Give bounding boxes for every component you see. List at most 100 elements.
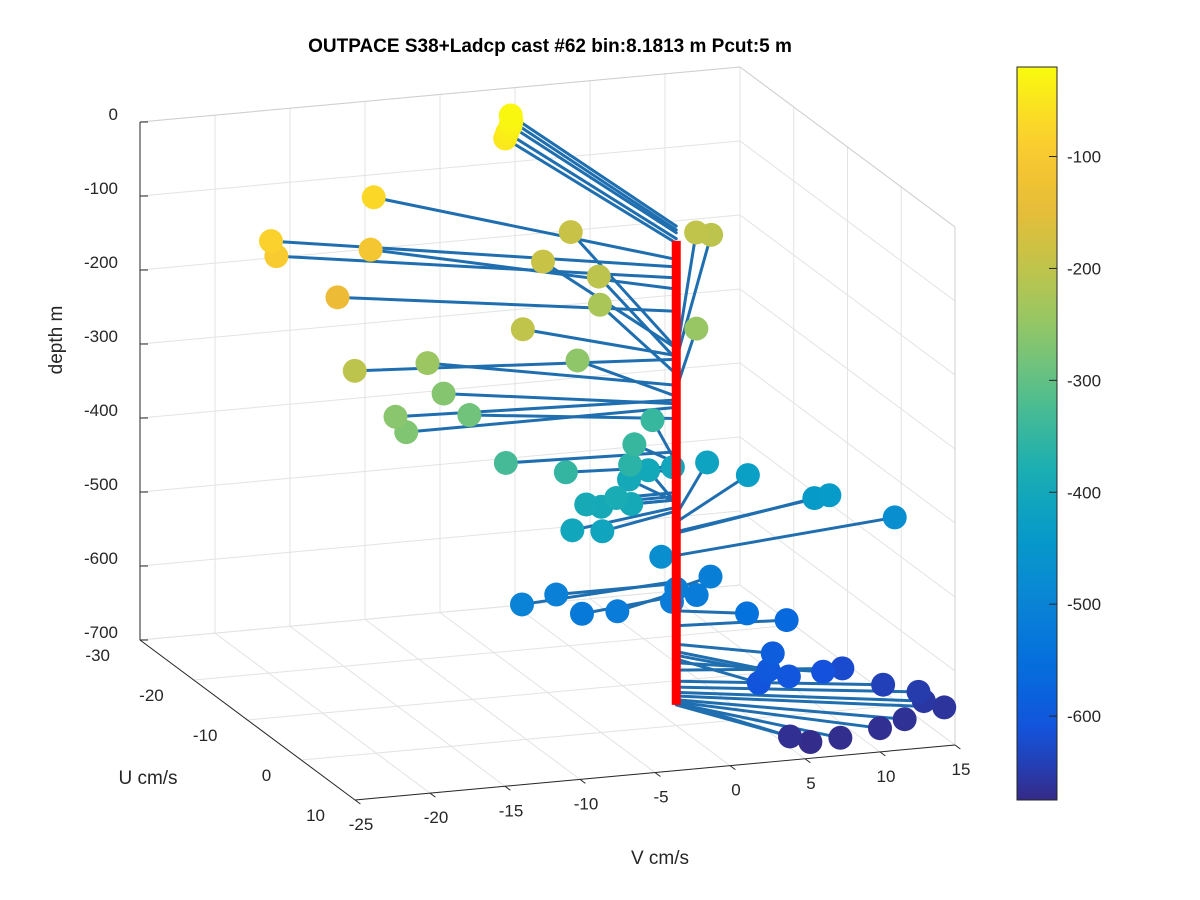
axes: -25 -20 -15 -10 -5 0 5 10 15-30-20-100100-100-20…: [84, 105, 970, 834]
y-tick-label: 0: [262, 766, 271, 785]
x-tick: [879, 751, 886, 757]
z-tick-label: -200: [84, 253, 118, 272]
velocity-stick: [674, 618, 789, 628]
data-point: [828, 725, 853, 750]
x-tick-label: 10: [877, 767, 896, 786]
data-point: [774, 608, 799, 633]
z-tick-label: -700: [84, 623, 118, 642]
velocity-stick: [674, 700, 792, 738]
x-tick: [354, 799, 361, 805]
velocity-stick: [521, 327, 678, 358]
z-tick-label: -300: [84, 327, 118, 346]
plot-area: [259, 103, 957, 755]
velocity-stick: [353, 357, 678, 373]
data-point: [553, 460, 578, 485]
data-point: [586, 264, 611, 289]
data-point: [932, 695, 957, 720]
velocity-stick: [503, 136, 678, 245]
box-edge: [739, 66, 956, 228]
colorbar-tick-label: -500: [1067, 595, 1101, 614]
x-axis-label: V cm/s: [631, 848, 689, 869]
y-tick-label: -10: [193, 726, 218, 745]
data-point: [325, 285, 350, 310]
data-point: [510, 317, 535, 342]
velocity-stick: [674, 650, 770, 672]
data-point: [498, 103, 523, 128]
data-point: [817, 483, 842, 508]
colorbar-tick-label: -400: [1067, 483, 1101, 502]
velocity-stick: [674, 700, 882, 730]
data-point: [695, 450, 720, 475]
data-point: [457, 403, 482, 428]
data-point: [565, 348, 590, 373]
data-point: [649, 544, 674, 569]
data-point: [618, 452, 643, 477]
grid-line: [739, 288, 956, 450]
grid-line: [739, 436, 956, 598]
velocity-stick: [597, 275, 678, 361]
grid-line: [301, 704, 902, 761]
velocity-stick: [674, 657, 761, 685]
x-tick: [579, 778, 586, 784]
data-point: [684, 583, 709, 608]
z-tick-label: -100: [84, 179, 118, 198]
z-tick-label: -600: [84, 549, 118, 568]
data-point: [604, 486, 629, 511]
x-tick-label: -15: [499, 801, 524, 820]
grid-line: [139, 584, 741, 641]
data-point: [871, 672, 896, 697]
data-point: [760, 641, 785, 666]
grid-line: [739, 140, 956, 302]
velocity-stick: [274, 254, 678, 280]
data-point: [622, 432, 647, 457]
x-tick: [804, 758, 811, 764]
velocity-stick: [569, 230, 678, 350]
data-point: [906, 679, 931, 704]
data-point: [590, 519, 615, 544]
data-point: [531, 249, 555, 274]
x-tick-label: -25: [349, 815, 374, 834]
colorbar-tick-label: -600: [1067, 707, 1101, 726]
y-tick-label: -30: [85, 646, 110, 665]
grid-line: [139, 214, 741, 271]
data-point: [868, 716, 892, 741]
z-tick-label: -500: [84, 475, 118, 494]
y-axis-line: [139, 639, 356, 801]
colorbar-tick-label: -100: [1067, 148, 1101, 167]
x-tick-label: 0: [731, 781, 740, 800]
y-tick-label: -20: [139, 686, 164, 705]
velocity-stick: [505, 131, 678, 241]
velocity-stick: [674, 694, 946, 709]
data-point: [574, 492, 599, 517]
data-point: [383, 404, 408, 429]
velocity-stick: [504, 450, 678, 465]
data-point: [640, 408, 665, 433]
x-tick-label: -20: [424, 808, 449, 827]
data-point: [735, 463, 760, 488]
data-point: [798, 730, 823, 755]
velocity-stick: [509, 114, 678, 228]
data-point: [811, 659, 836, 684]
velocity-stick: [674, 642, 775, 655]
data-point: [493, 450, 518, 475]
chart-title: OUTPACE S38+Ladcp cast #62 bin:8.1813 m …: [308, 36, 792, 57]
velocity-stick: [674, 473, 750, 524]
data-point: [560, 518, 585, 543]
x-tick: [954, 744, 961, 750]
data-point: [342, 358, 367, 383]
data-point: [415, 351, 440, 376]
y-tick-label: 10: [306, 806, 325, 825]
velocity-stick: [674, 233, 713, 361]
z-tick-label: -400: [84, 401, 118, 420]
colorbar-tick-label: -300: [1067, 371, 1101, 390]
z-tick-label: 0: [109, 105, 118, 124]
data-point: [778, 724, 802, 749]
velocity-stick: [372, 195, 678, 261]
z-axis-label: depth m: [46, 306, 67, 375]
data-point: [735, 601, 759, 626]
velocity-stick: [336, 295, 678, 313]
velocity-stick: [269, 239, 678, 269]
data-point: [431, 381, 456, 406]
data-point: [544, 582, 569, 607]
colorbar-gradient: [1016, 66, 1058, 801]
